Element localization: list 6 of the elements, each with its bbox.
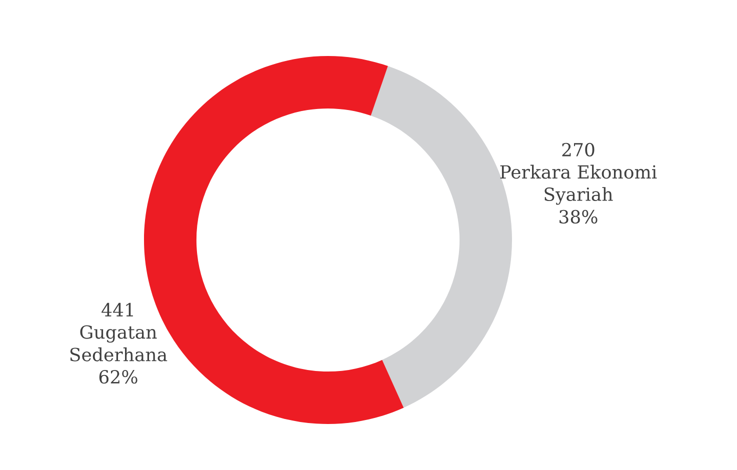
text: 62%	[99, 370, 138, 384]
slice-label: Gugatan Sederhana	[70, 325, 168, 362]
slice-label: Perkara Ekonomi Syariah	[500, 164, 657, 205]
text: 38%	[560, 210, 598, 224]
data-label: 441	[102, 302, 133, 316]
data-label: 270	[562, 142, 594, 156]
